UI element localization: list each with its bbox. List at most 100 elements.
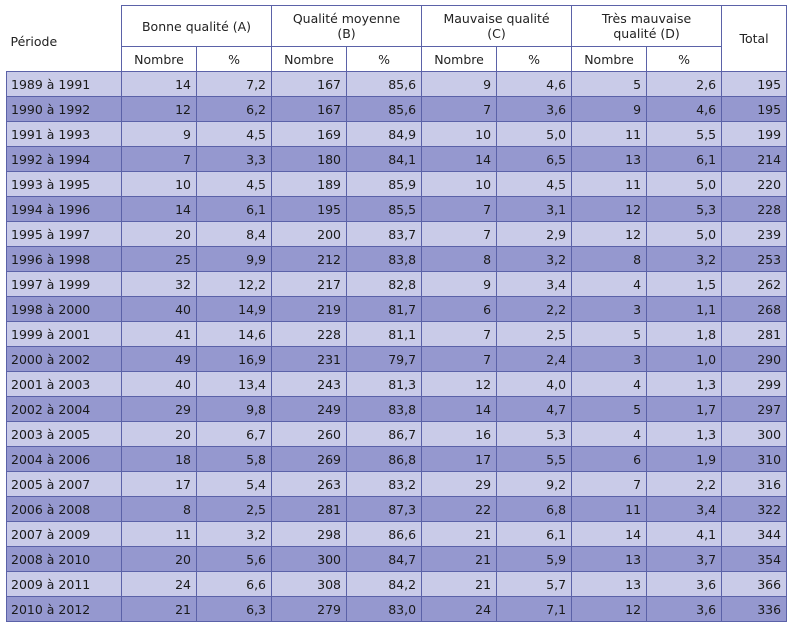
cell-b-pct: 86,7: [346, 421, 423, 447]
table-row: 1996 à 1998 25 9,9 212 83,8 8 3,2 8 3,2 253: [6, 246, 788, 272]
cell-periode: 2004 à 2006: [6, 446, 122, 472]
cell-c-nombre: 21: [421, 546, 498, 572]
table-row: 1989 à 1991 14 7,2 167 85,6 9 4,6 5 2,6 195: [6, 71, 788, 97]
cell-b-pct: 83,0: [346, 596, 423, 622]
cell-d-pct: 1,3: [646, 371, 723, 397]
cell-c-pct: 2,9: [496, 221, 573, 247]
cell-b-pct: 81,1: [346, 321, 423, 347]
group-header-a: Bonne qualité (A): [120, 5, 273, 47]
cell-c-nombre: 24: [421, 596, 498, 622]
cell-c-pct: 2,2: [496, 296, 573, 322]
cell-c-nombre: 14: [421, 396, 498, 422]
cell-a-nombre: 49: [121, 346, 197, 372]
cell-periode: 1990 à 1992: [6, 96, 122, 122]
pct-header: %: [346, 46, 423, 72]
cell-a-pct: 5,4: [195, 471, 273, 497]
cell-c-nombre: 12: [421, 371, 498, 397]
cell-b-pct: 83,7: [346, 221, 423, 247]
table-row: 2004 à 2006 18 5,8 269 86,8 17 5,5 6 1,9 310: [6, 446, 788, 472]
cell-a-pct: 5,8: [195, 446, 273, 472]
cell-total: 268: [721, 296, 788, 322]
cell-periode: 1994 à 1996: [6, 196, 122, 222]
cell-d-pct: 5,0: [646, 171, 723, 197]
cell-c-nombre: 8: [421, 246, 498, 272]
nombre-header: Nombre: [121, 46, 197, 72]
cell-total: 239: [721, 221, 788, 247]
cell-d-nombre: 4: [571, 421, 648, 447]
table-row: 1998 à 2000 40 14,9 219 81,7 6 2,2 3 1,1 268: [6, 296, 788, 322]
cell-b-nombre: 228: [271, 321, 348, 347]
cell-total: 281: [721, 321, 788, 347]
cell-d-nombre: 3: [571, 296, 648, 322]
cell-d-nombre: 6: [571, 446, 648, 472]
cell-a-nombre: 20: [121, 421, 197, 447]
cell-periode: 1993 à 1995: [6, 171, 122, 197]
nombre-header: Nombre: [271, 46, 348, 72]
cell-c-nombre: 7: [421, 196, 498, 222]
cell-a-pct: 6,7: [195, 421, 273, 447]
cell-a-pct: 4,5: [195, 171, 273, 197]
cell-d-nombre: 14: [571, 521, 648, 547]
cell-b-nombre: 189: [271, 171, 348, 197]
cell-c-pct: 2,4: [496, 346, 573, 372]
cell-periode: 1992 à 1994: [6, 146, 122, 172]
cell-a-nombre: 9: [121, 121, 197, 147]
cell-a-nombre: 20: [121, 221, 197, 247]
cell-d-nombre: 12: [571, 221, 648, 247]
table-row: 2000 à 2002 49 16,9 231 79,7 7 2,4 3 1,0 290: [6, 346, 788, 372]
cell-d-pct: 1,3: [646, 421, 723, 447]
cell-c-pct: 3,1: [496, 196, 573, 222]
group-header-line2: (C): [487, 26, 506, 41]
cell-b-nombre: 249: [271, 396, 348, 422]
cell-a-pct: 7,2: [195, 71, 273, 97]
group-header-line1: Qualité moyenne: [292, 11, 401, 26]
cell-b-nombre: 298: [271, 521, 348, 547]
cell-total: 195: [721, 96, 788, 122]
cell-b-nombre: 219: [271, 296, 348, 322]
cell-b-nombre: 269: [271, 446, 348, 472]
cell-periode: 2005 à 2007: [6, 471, 122, 497]
group-header-line2: qualité (D): [613, 26, 680, 41]
cell-c-pct: 5,5: [496, 446, 573, 472]
cell-d-pct: 3,6: [646, 571, 723, 597]
cell-a-nombre: 18: [121, 446, 197, 472]
cell-periode: 1995 à 1997: [6, 221, 122, 247]
cell-d-nombre: 5: [571, 71, 648, 97]
cell-d-pct: 1,8: [646, 321, 723, 347]
cell-periode: 2010 à 2012: [6, 596, 122, 622]
cell-b-pct: 87,3: [346, 496, 423, 522]
table-row: 1991 à 1993 9 4,5 169 84,9 10 5,0 11 5,5 199: [6, 121, 788, 147]
cell-b-pct: 83,8: [346, 396, 423, 422]
cell-d-pct: 2,2: [646, 471, 723, 497]
cell-a-nombre: 40: [121, 296, 197, 322]
cell-periode: 2002 à 2004: [6, 396, 122, 422]
cell-total: 366: [721, 571, 788, 597]
cell-d-pct: 4,1: [646, 521, 723, 547]
cell-a-pct: 14,6: [195, 321, 273, 347]
cell-total: 297: [721, 396, 788, 422]
cell-b-nombre: 281: [271, 496, 348, 522]
cell-total: 228: [721, 196, 788, 222]
cell-a-pct: 9,9: [195, 246, 273, 272]
cell-a-nombre: 17: [121, 471, 197, 497]
cell-c-nombre: 21: [421, 521, 498, 547]
cell-d-nombre: 5: [571, 321, 648, 347]
cell-total: 262: [721, 271, 788, 297]
table-row: 1997 à 1999 32 12,2 217 82,8 9 3,4 4 1,5 262: [6, 271, 788, 297]
cell-c-nombre: 7: [421, 221, 498, 247]
cell-c-pct: 5,3: [496, 421, 573, 447]
cell-a-pct: 2,5: [195, 496, 273, 522]
cell-b-pct: 84,1: [346, 146, 423, 172]
total-header: Total: [721, 5, 788, 72]
cell-c-nombre: 7: [421, 96, 498, 122]
cell-total: 214: [721, 146, 788, 172]
cell-d-pct: 5,0: [646, 221, 723, 247]
cell-b-pct: 82,8: [346, 271, 423, 297]
cell-a-nombre: 7: [121, 146, 197, 172]
cell-a-pct: 8,4: [195, 221, 273, 247]
table-row: 1994 à 1996 14 6,1 195 85,5 7 3,1 12 5,3 228: [6, 196, 788, 222]
table-row: 2008 à 2010 20 5,6 300 84,7 21 5,9 13 3,7 354: [6, 546, 788, 572]
cell-a-nombre: 24: [121, 571, 197, 597]
cell-b-nombre: 279: [271, 596, 348, 622]
cell-c-nombre: 22: [421, 496, 498, 522]
